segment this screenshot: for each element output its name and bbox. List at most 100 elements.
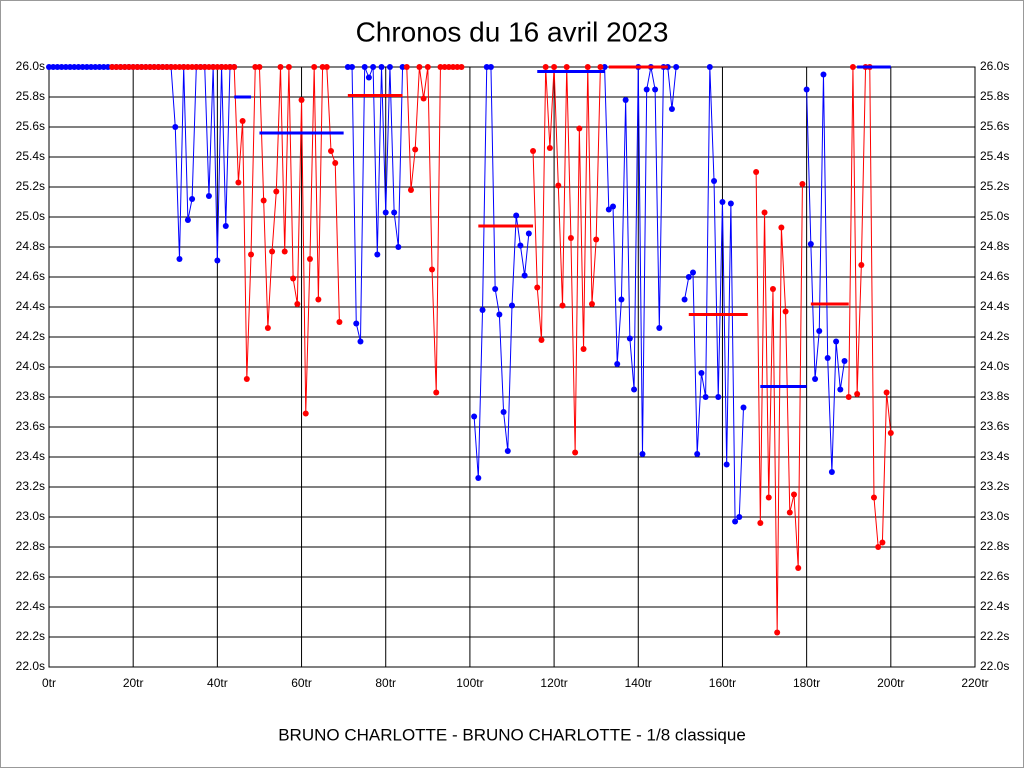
- data-point: [610, 203, 617, 210]
- data-point: [525, 230, 532, 237]
- y2-tick-label: 23.8s: [980, 389, 1009, 403]
- data-point: [226, 64, 233, 70]
- data-point: [791, 491, 798, 498]
- y2-tick-label: 23.4s: [980, 449, 1009, 463]
- data-point: [450, 64, 457, 70]
- y-tick-label: 24.2s: [16, 329, 45, 343]
- x-tick-label: 160tr: [709, 676, 736, 690]
- data-point: [323, 64, 330, 70]
- data-point: [458, 64, 465, 70]
- data-point: [626, 335, 633, 342]
- data-point: [92, 64, 99, 70]
- data-point: [487, 64, 494, 70]
- data-point: [134, 64, 141, 70]
- data-point: [176, 64, 183, 70]
- data-point: [824, 355, 831, 361]
- y-tick-label: 22.4s: [16, 599, 45, 613]
- data-point: [109, 64, 116, 70]
- data-point: [845, 394, 852, 400]
- data-point: [517, 242, 524, 249]
- data-point: [723, 461, 730, 468]
- y2-tick-label: 25.6s: [980, 119, 1009, 133]
- data-point: [622, 97, 629, 103]
- data-point: [471, 413, 478, 420]
- y2-tick-label: 24.6s: [980, 269, 1009, 283]
- chart-title: Chronos du 16 avril 2023: [356, 16, 669, 47]
- data-point: [294, 301, 301, 307]
- x-tick-label: 140tr: [625, 676, 652, 690]
- data-point: [433, 389, 440, 396]
- data-point: [567, 235, 574, 241]
- data-point: [601, 64, 608, 70]
- data-point: [803, 86, 810, 93]
- data-point: [597, 64, 604, 70]
- y2-tick-label: 22.0s: [980, 659, 1009, 673]
- data-point: [264, 325, 271, 331]
- data-point: [71, 64, 78, 70]
- data-point: [424, 64, 431, 70]
- footer: BRUNO CHARLOTTE - BRUNO CHARLOTTE - 1/8 …: [278, 725, 746, 744]
- data-point: [706, 64, 713, 70]
- data-point: [816, 328, 823, 334]
- data-point: [231, 64, 238, 70]
- data-point: [643, 86, 650, 93]
- data-point: [631, 386, 638, 393]
- data-point: [875, 544, 882, 550]
- data-point: [290, 275, 297, 282]
- data-point: [138, 64, 145, 70]
- y-tick-label: 23.8s: [16, 389, 45, 403]
- data-point: [159, 64, 166, 70]
- data-point: [357, 338, 364, 345]
- data-point: [277, 64, 284, 70]
- data-point: [761, 209, 768, 216]
- y-tick-label: 25.4s: [16, 149, 45, 163]
- data-point: [370, 64, 377, 70]
- data-point: [765, 494, 772, 501]
- data-point: [407, 187, 414, 193]
- data-point: [702, 394, 709, 400]
- data-point: [500, 409, 507, 415]
- data-point: [332, 160, 339, 166]
- data-point: [681, 296, 688, 303]
- data-point: [786, 509, 793, 516]
- data-point: [576, 125, 583, 132]
- data-point: [542, 64, 549, 70]
- y-tick-label: 22.2s: [16, 629, 45, 643]
- data-point: [883, 389, 890, 396]
- data-point: [887, 430, 894, 436]
- data-point: [58, 64, 65, 70]
- data-point: [732, 518, 739, 525]
- data-point: [252, 64, 259, 70]
- y-tick-label: 24.6s: [16, 269, 45, 283]
- y2-tick-label: 22.2s: [980, 629, 1009, 643]
- data-point: [311, 64, 318, 70]
- data-point: [652, 86, 659, 93]
- data-point: [382, 209, 389, 216]
- data-point: [504, 448, 511, 454]
- data-point: [807, 241, 814, 247]
- data-point: [563, 64, 570, 70]
- data-point: [530, 148, 537, 154]
- data-point: [782, 308, 789, 315]
- data-point: [614, 361, 621, 367]
- data-point: [189, 64, 196, 70]
- data-point: [336, 319, 343, 325]
- data-point: [454, 64, 461, 70]
- data-point: [441, 64, 448, 70]
- data-point: [711, 178, 718, 184]
- data-point: [483, 64, 490, 70]
- data-point: [812, 376, 819, 382]
- data-point: [201, 64, 208, 70]
- data-point: [795, 565, 802, 571]
- y2-tick-label: 25.4s: [980, 149, 1009, 163]
- data-point: [349, 64, 356, 70]
- data-point: [285, 64, 292, 70]
- data-point: [62, 64, 69, 70]
- data-point: [260, 197, 267, 204]
- data-point: [88, 64, 95, 70]
- y-tick-label: 22.8s: [16, 539, 45, 553]
- data-point: [546, 145, 553, 151]
- data-point: [222, 223, 229, 229]
- y2-tick-label: 23.2s: [980, 479, 1009, 493]
